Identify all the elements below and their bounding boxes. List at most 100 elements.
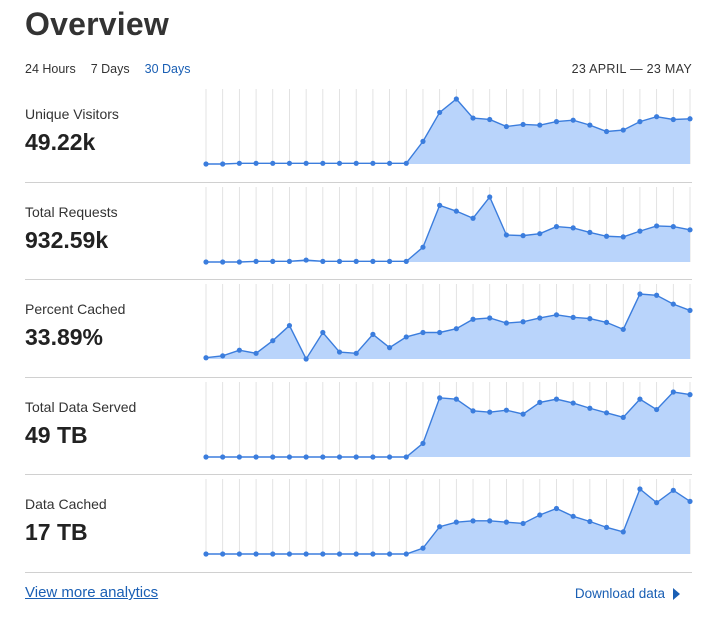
chart-point [386, 160, 393, 166]
chart-point [253, 160, 259, 166]
chart-point [420, 440, 426, 446]
chart-point [303, 551, 309, 557]
metric-value: 49.22k [25, 129, 96, 155]
chart-point [620, 529, 626, 535]
chart-point [303, 160, 309, 166]
view-more-analytics-link[interactable]: View more analytics [25, 584, 159, 601]
chart-area [206, 391, 690, 457]
chart-point [370, 551, 376, 557]
chart-point [270, 551, 276, 557]
chart-point [320, 453, 326, 460]
metric-label: Data Cached [25, 496, 107, 512]
chart-line [206, 98, 691, 165]
chart-point [220, 453, 226, 460]
chart-point [220, 258, 226, 265]
chart-point [353, 258, 359, 264]
chart-point [253, 350, 259, 356]
chart-point [503, 123, 510, 130]
chart-point [270, 338, 276, 344]
metric-row-data-cached: Data Cached 17 TB [25, 475, 693, 573]
chart-point [487, 116, 493, 123]
chart-point [236, 347, 242, 353]
chart-point [670, 116, 676, 123]
chart-point [403, 258, 409, 264]
chart-point [420, 545, 426, 551]
chart-point [437, 202, 443, 208]
chart-point [537, 512, 543, 518]
chart-point [303, 356, 309, 362]
chart-point [687, 307, 693, 314]
chart-point [236, 160, 242, 166]
chart-point [403, 334, 409, 340]
sparkline-chart [203, 284, 693, 362]
chart-point [587, 518, 593, 525]
chart-point [570, 117, 576, 123]
metric-value: 49 TB [25, 421, 88, 448]
chart-point [403, 160, 409, 166]
chart-point [320, 258, 326, 264]
chart-point [603, 319, 610, 325]
chart-point [537, 399, 543, 405]
chart-point [386, 453, 393, 460]
tab-30-days[interactable]: 30 Days [144, 62, 191, 76]
chart-point [203, 161, 209, 167]
metric-row-total-data-served: Total Data Served 49 TB [25, 378, 693, 475]
metrics-list: Unique Visitors 49.22k Total Requests 93… [25, 85, 693, 573]
chart-line [205, 293, 691, 361]
chart-point [603, 409, 610, 415]
chart-point [570, 399, 576, 406]
chart-point [420, 329, 426, 336]
metric-row-unique-visitors: Unique Visitors 49.22k [25, 85, 693, 183]
chart-line [206, 390, 691, 458]
chart-point [203, 258, 209, 265]
chart-point [253, 453, 259, 460]
chart-point [670, 487, 676, 493]
chart-point [537, 230, 543, 236]
chart-point [587, 122, 593, 128]
chart-point [687, 116, 693, 122]
download-label: Download data [574, 586, 665, 601]
chart-point [286, 453, 293, 460]
chart-point [553, 223, 560, 229]
chart-point [637, 119, 643, 125]
chart-point [336, 258, 343, 264]
chart-point [403, 551, 409, 557]
chart-point [203, 355, 209, 361]
chart-point [303, 453, 309, 460]
chart-point [320, 329, 326, 336]
chart-point [603, 524, 610, 530]
chart-point [553, 119, 560, 125]
chart-point [603, 128, 610, 135]
chart-point [654, 114, 660, 120]
chart-point [320, 160, 326, 166]
chart-point [220, 551, 226, 557]
chart-point [386, 258, 393, 264]
metric-label: Total Requests [25, 203, 118, 220]
chart-point [603, 233, 610, 239]
chart-area [206, 99, 690, 164]
chart-point [520, 520, 526, 527]
chart-point [370, 453, 376, 460]
tab-7-days[interactable]: 7 Days [90, 62, 130, 76]
metric-label: Unique Visitors [25, 106, 119, 122]
chart-point [437, 109, 443, 116]
chart-point [420, 138, 426, 144]
chart-point [670, 388, 676, 395]
chart-point [654, 292, 660, 298]
chart-area [206, 196, 690, 262]
chart-point [453, 396, 459, 402]
chart-point [553, 505, 560, 512]
metric-value: 33.89% [25, 324, 104, 350]
chart-point [470, 316, 476, 322]
chart-point [470, 407, 476, 413]
chart-point [654, 222, 660, 229]
metric-row-total-requests: Total Requests 932.59k [25, 183, 693, 280]
chart-point [386, 551, 393, 557]
chart-point [587, 229, 593, 235]
tab-24-hours[interactable]: 24 Hours [25, 62, 76, 76]
chart-point [620, 414, 626, 420]
chart-point [520, 319, 526, 325]
chart-point [336, 349, 343, 355]
download-data-button[interactable]: Download data [575, 586, 680, 601]
chart-point [453, 96, 459, 102]
